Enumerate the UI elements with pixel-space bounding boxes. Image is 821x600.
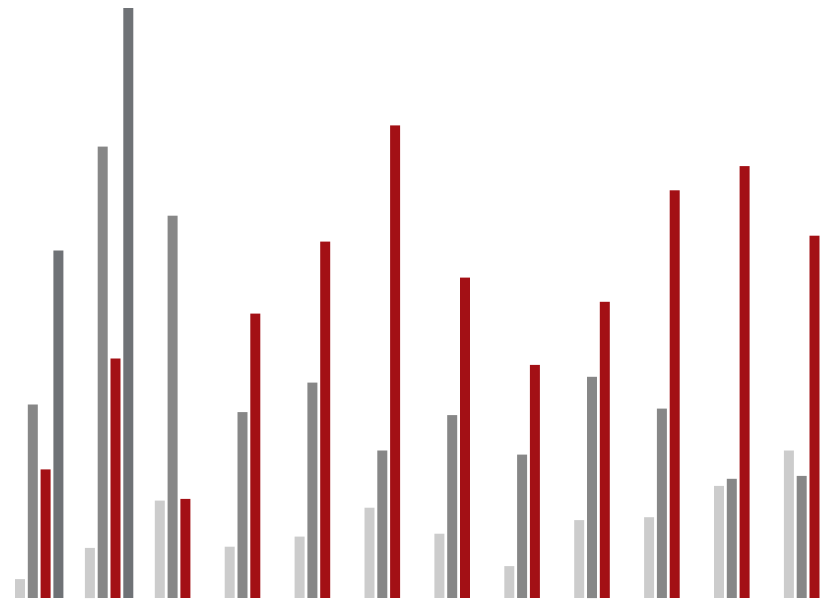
bar-series-3-group-10 — [669, 190, 680, 599]
bar-series-2-group-6 — [377, 450, 388, 598]
bar-series-2-group-11 — [726, 478, 737, 598]
bar-series-2-group-3 — [167, 215, 178, 598]
bars-layer — [15, 8, 820, 599]
bar-series-2-group-10 — [656, 408, 667, 598]
bar-series-1-group-2 — [84, 547, 95, 599]
bar-series-3-group-11 — [739, 166, 750, 598]
bar-extra-1-group-1 — [53, 250, 64, 598]
bar-series-1-group-11 — [714, 485, 724, 598]
bar-series-3-group-1 — [40, 469, 51, 598]
bar-series-3-group-9 — [599, 301, 610, 598]
bar-series-1-group-10 — [644, 517, 655, 598]
bar-series-2-group-2 — [97, 146, 108, 598]
bar-series-3-group-12 — [809, 235, 820, 598]
bar-series-3-group-8 — [529, 364, 540, 598]
bar-series-1-group-4 — [224, 546, 235, 598]
bar-extra-2-group-2 — [123, 8, 134, 598]
bar-series-1-group-3 — [154, 500, 165, 598]
bar-series-1-group-9 — [574, 520, 585, 598]
bar-series-2-group-9 — [587, 376, 597, 599]
bar-series-2-group-5 — [307, 382, 318, 598]
bar-series-3-group-7 — [460, 277, 470, 598]
bar-series-3-group-2 — [110, 358, 121, 598]
bar-series-2-group-1 — [27, 404, 38, 598]
bar-series-3-group-3 — [180, 498, 191, 598]
bar-series-1-group-8 — [504, 566, 515, 598]
bar-series-2-group-7 — [447, 415, 458, 598]
bar-series-3-group-4 — [250, 313, 261, 598]
bar-series-3-group-6 — [390, 125, 401, 599]
bar-series-2-group-12 — [796, 475, 807, 598]
bar-series-1-group-7 — [434, 533, 445, 598]
bar-series-3-group-5 — [320, 241, 331, 598]
bar-series-1-group-6 — [364, 507, 375, 598]
bar-series-1-group-5 — [294, 536, 305, 598]
bar-series-1-group-12 — [783, 450, 794, 598]
bar-series-1-group-1 — [15, 579, 25, 598]
bar-series-2-group-8 — [517, 454, 528, 598]
bar-series-2-group-4 — [237, 412, 248, 598]
